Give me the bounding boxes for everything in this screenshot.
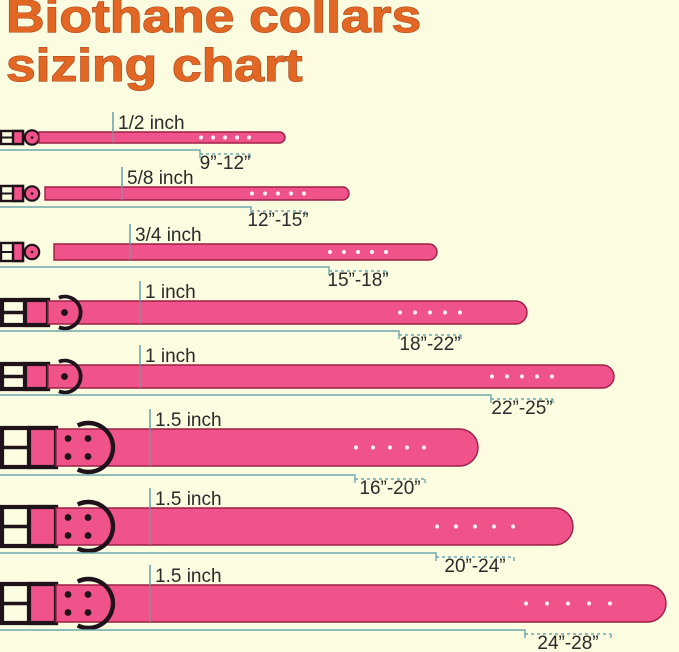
svg-text:1.5 inch: 1.5 inch [155, 410, 222, 431]
svg-text:1.5 inch: 1.5 inch [155, 566, 222, 587]
svg-text:20”-24”: 20”-24” [444, 556, 505, 577]
svg-text:1 inch: 1 inch [145, 346, 196, 367]
svg-text:24”-28”: 24”-28” [537, 633, 598, 652]
svg-text:5/8 inch: 5/8 inch [127, 168, 194, 189]
svg-text:12”-15”: 12”-15” [247, 210, 308, 231]
svg-text:1 inch: 1 inch [145, 282, 196, 303]
svg-text:16”-20”: 16”-20” [359, 478, 420, 499]
svg-text:22”-25”: 22”-25” [491, 398, 552, 419]
svg-text:9”-12”: 9”-12” [200, 153, 251, 174]
svg-text:1/2 inch: 1/2 inch [118, 113, 185, 134]
svg-text:3/4 inch: 3/4 inch [135, 225, 202, 246]
svg-text:1.5 inch: 1.5 inch [155, 489, 222, 510]
svg-text:15”-18”: 15”-18” [327, 270, 388, 291]
svg-text:18”-22”: 18”-22” [399, 334, 460, 355]
